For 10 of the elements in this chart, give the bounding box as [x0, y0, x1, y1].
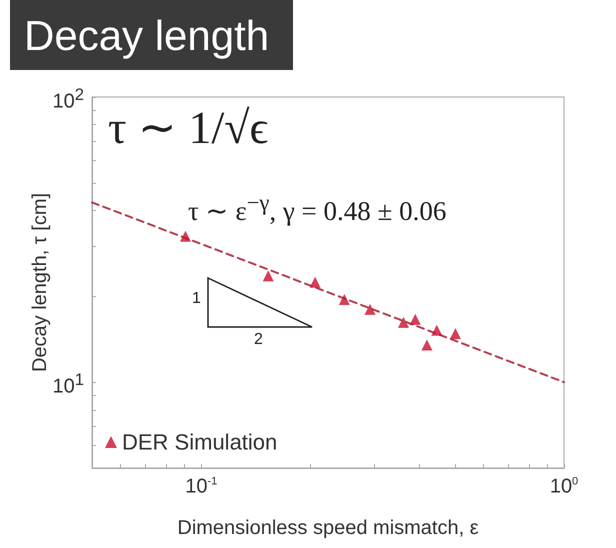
x-axis-title: Dimensionless speed mismatch, ε	[177, 517, 479, 539]
y-tick-label: 10$^{2}$	[52, 84, 84, 114]
annotation: τ ∼ 1/√ϵ	[108, 101, 268, 154]
y-tick-label: 10$^{1}$	[52, 369, 84, 399]
chart-title: Decay length	[10, 0, 294, 70]
annotation: 2	[254, 331, 263, 349]
legend-label: DER Simulation	[122, 430, 278, 454]
annotation: τ ∼ ε$^{−γ}$, γ = 0.48 ± 0.06	[188, 190, 446, 227]
y-axis-title: Decay length, τ [cm]	[29, 192, 51, 372]
annotation: 1	[192, 290, 201, 308]
